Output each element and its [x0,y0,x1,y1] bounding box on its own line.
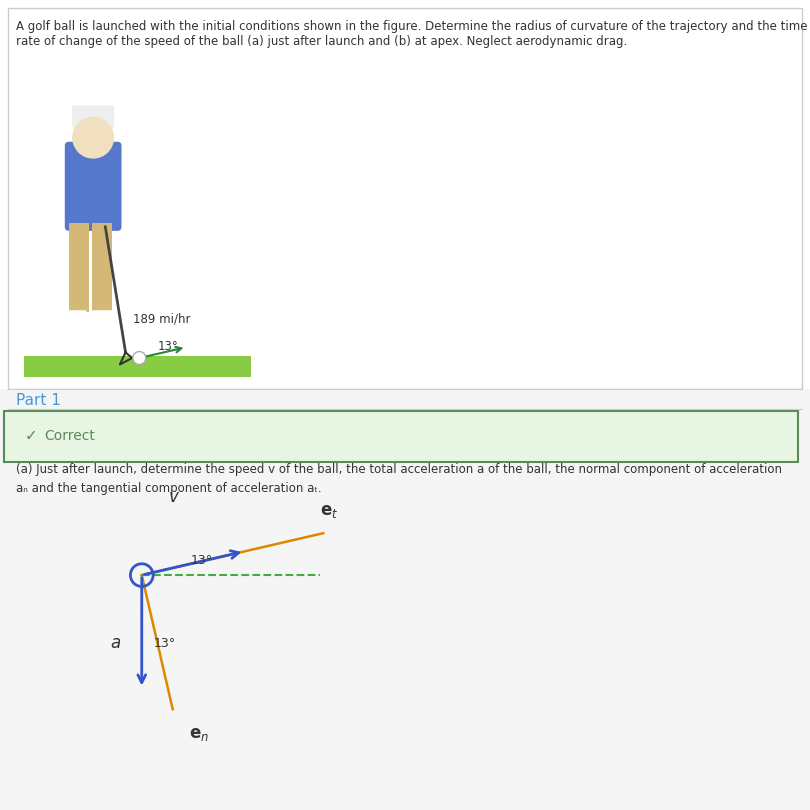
Circle shape [73,117,113,158]
Text: Part 1: Part 1 [16,393,61,408]
Circle shape [133,352,146,365]
FancyBboxPatch shape [24,356,251,377]
Text: 13°: 13° [154,637,176,650]
FancyBboxPatch shape [0,389,810,810]
Text: 189 mi/hr: 189 mi/hr [134,313,190,326]
FancyBboxPatch shape [92,223,112,312]
Text: aₙ and the tangential component of acceleration aₜ.: aₙ and the tangential component of accel… [16,482,322,495]
Text: $\mathbf{e}_{n}$: $\mathbf{e}_{n}$ [189,726,209,744]
Text: 13°: 13° [158,340,179,353]
Text: $v$: $v$ [168,488,180,506]
FancyBboxPatch shape [69,223,89,312]
Text: $\mathbf{e}_{t}$: $\mathbf{e}_{t}$ [321,502,339,520]
Text: Correct: Correct [45,428,96,443]
Text: 13°: 13° [190,554,212,567]
Text: A golf ball is launched with the initial conditions shown in the figure. Determi: A golf ball is launched with the initial… [16,20,808,49]
FancyBboxPatch shape [59,310,87,330]
FancyBboxPatch shape [72,105,114,128]
Text: ✓: ✓ [24,428,37,443]
Text: $a$: $a$ [110,634,122,652]
FancyBboxPatch shape [8,8,802,389]
FancyBboxPatch shape [90,310,117,330]
FancyBboxPatch shape [65,142,122,231]
Text: (a) Just after launch, determine the speed v of the ball, the total acceleration: (a) Just after launch, determine the spe… [16,463,782,476]
FancyBboxPatch shape [4,411,798,462]
